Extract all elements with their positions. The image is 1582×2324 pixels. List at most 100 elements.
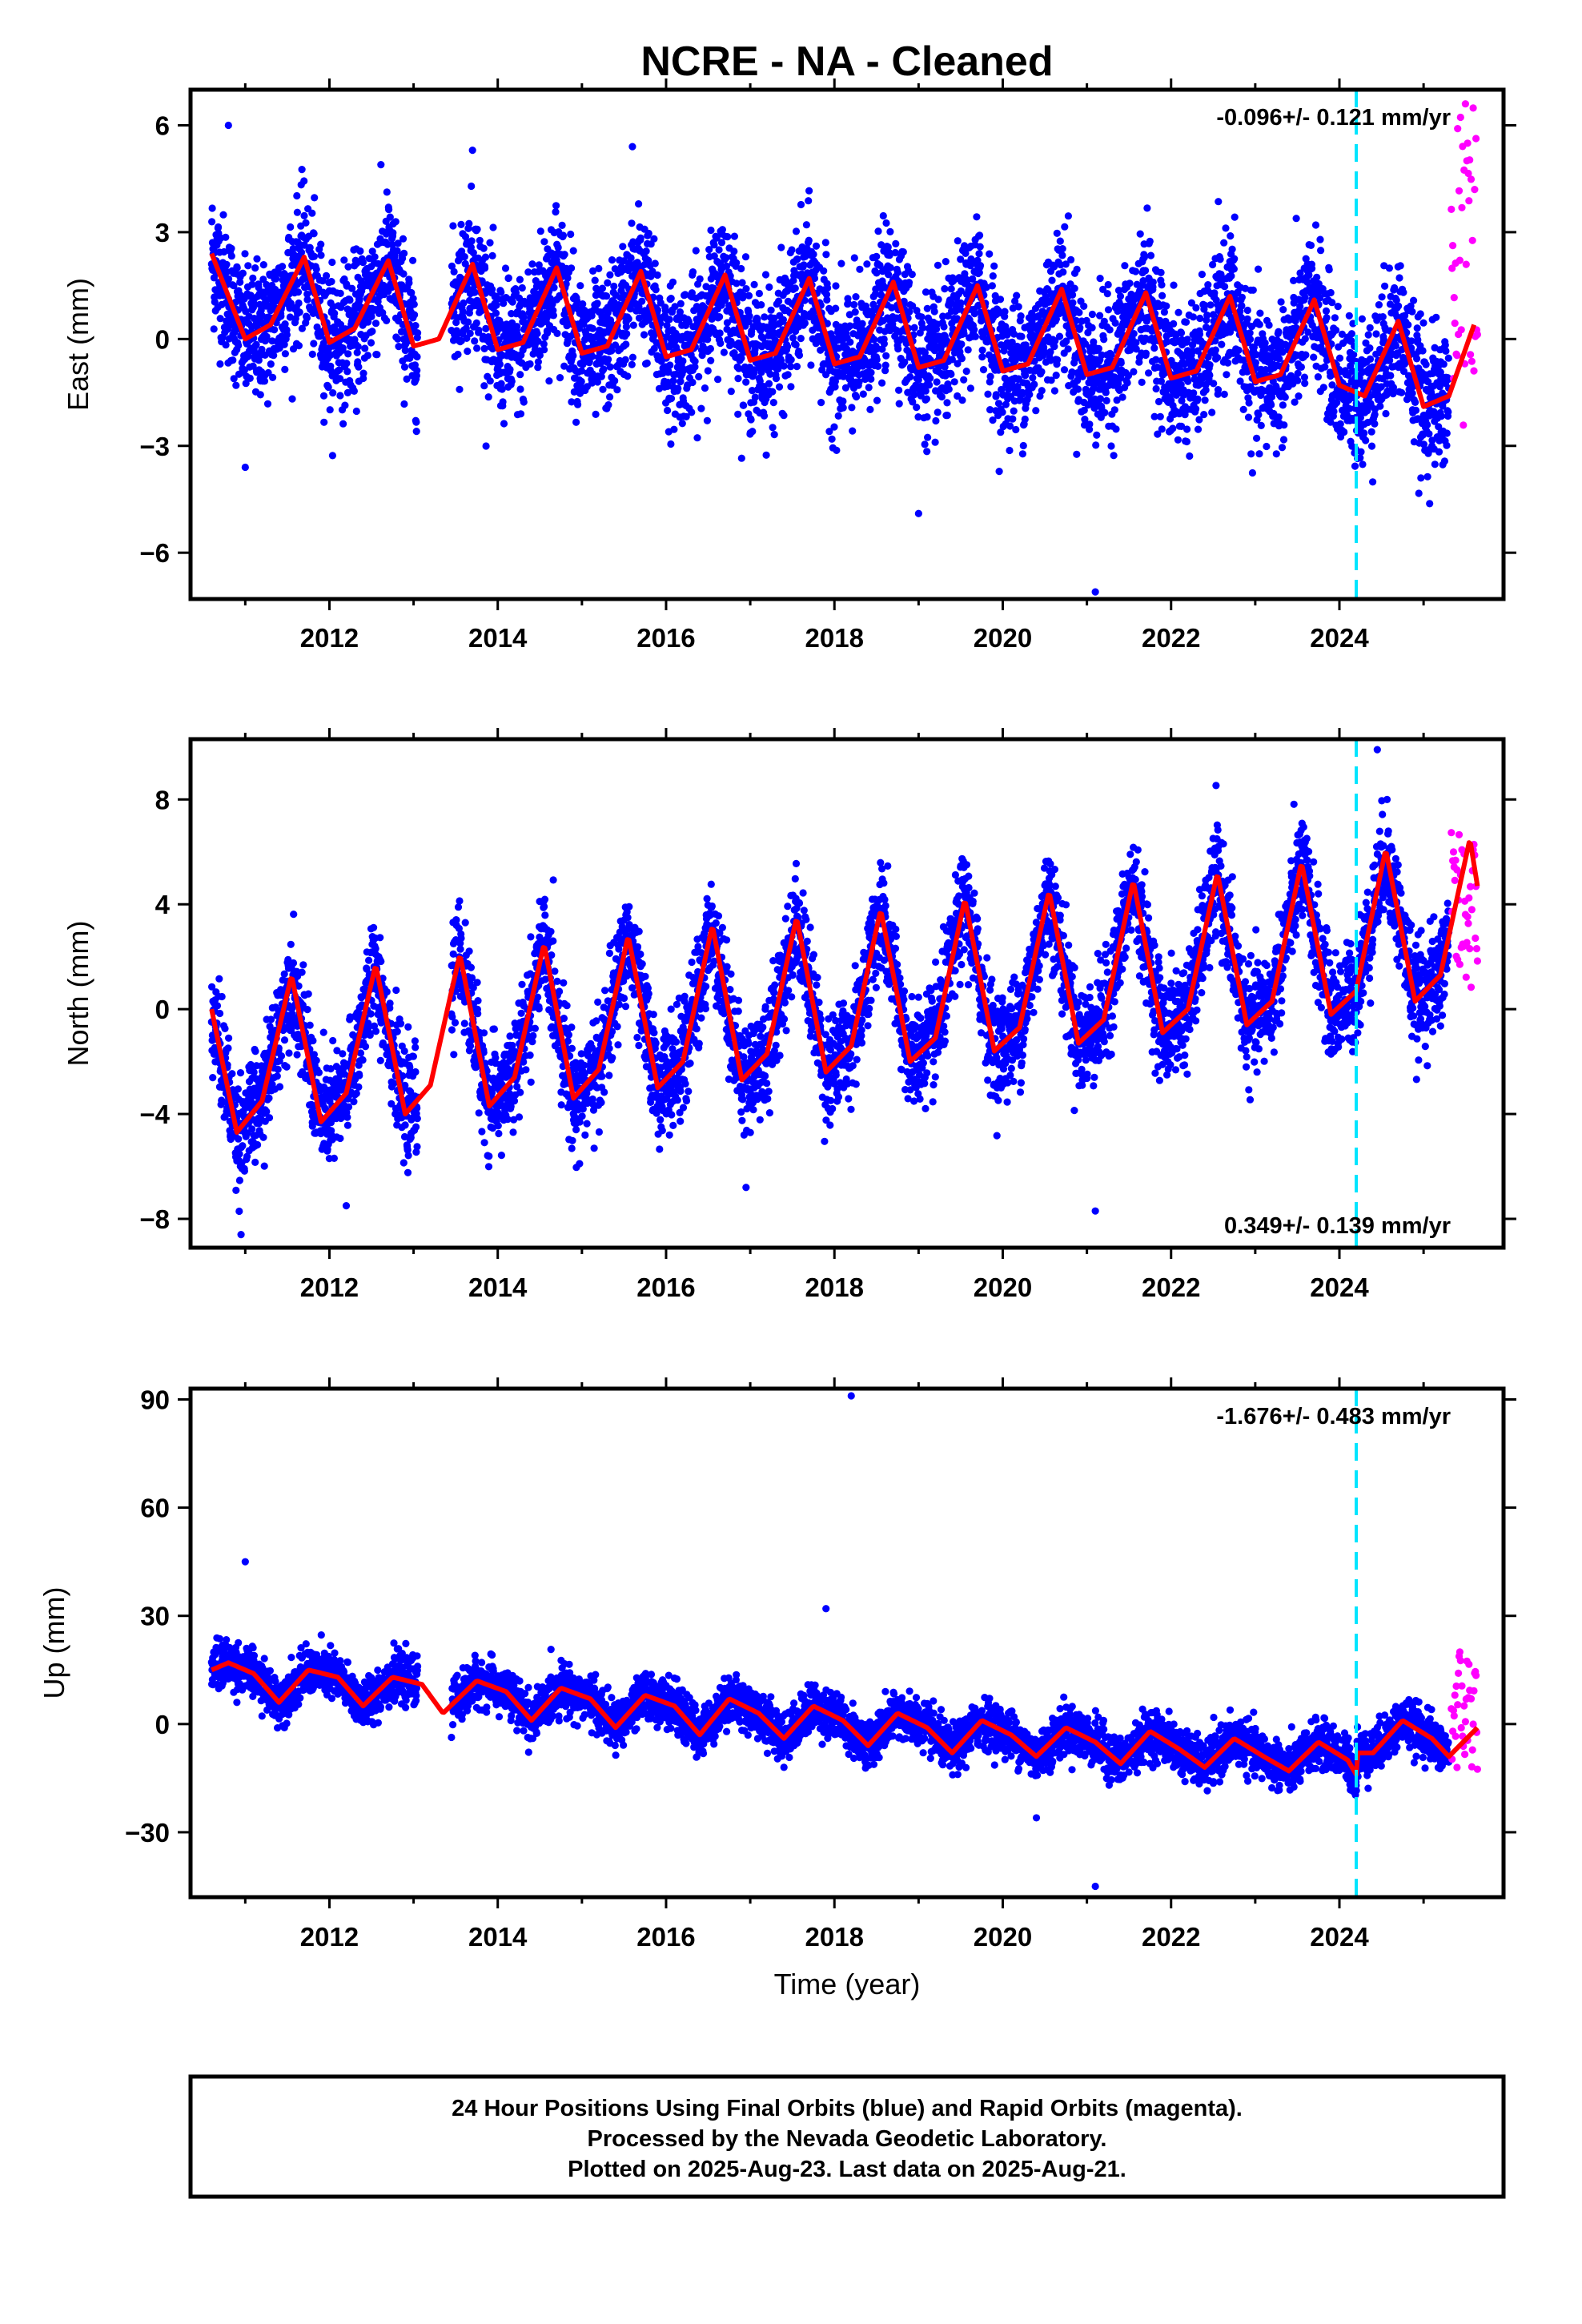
east-final-point (934, 408, 942, 416)
east-final-point (208, 204, 216, 212)
east-final-point (1263, 442, 1271, 451)
east-final-point (1102, 396, 1110, 404)
east-final-point (1140, 253, 1148, 261)
east-final-point (812, 242, 821, 250)
east-final-point (1059, 268, 1067, 276)
east-final-point (1022, 372, 1030, 380)
east-final-point (516, 410, 525, 418)
east-final-point (1317, 247, 1325, 255)
east-final-point (276, 288, 284, 296)
east-final-point (1007, 344, 1015, 352)
east-final-point (486, 239, 494, 247)
east-final-point (751, 393, 759, 401)
east-final-point (457, 220, 465, 228)
east-final-point (619, 243, 627, 251)
east-final-point (978, 346, 986, 354)
east-final-point (724, 233, 732, 241)
east-final-point (1280, 421, 1288, 429)
east-final-point (756, 377, 764, 385)
east-final-point (910, 391, 918, 399)
east-final-point (960, 376, 968, 384)
east-final-point (450, 267, 458, 275)
east-final-point (220, 247, 228, 256)
east-final-point (1210, 380, 1218, 388)
east-final-point (253, 255, 261, 263)
east-final-point (769, 388, 777, 396)
east-final-point (475, 326, 483, 334)
east-final-point (1195, 330, 1204, 338)
east-final-point (534, 337, 542, 345)
east-final-point (962, 249, 970, 257)
east-final-point (1235, 346, 1243, 354)
east-final-point (1048, 276, 1056, 284)
east-final-point (1308, 264, 1316, 272)
east-final-point (852, 293, 860, 301)
east-final-point (793, 363, 801, 371)
east-final-point (1104, 280, 1112, 289)
east-final-point (901, 358, 909, 366)
east-final-point (481, 253, 490, 261)
east-final-point (1268, 392, 1276, 401)
east-final-point (695, 372, 703, 380)
east-final-point (223, 260, 231, 268)
east-final-point (281, 365, 289, 373)
east-final-point (689, 268, 697, 276)
east-final-point (1360, 379, 1368, 387)
east-final-point (568, 398, 576, 406)
east-final-point (742, 378, 750, 386)
east-final-point (1301, 380, 1309, 388)
east-final-point (1356, 454, 1364, 462)
east-final-point (1012, 425, 1020, 434)
east-final-point (831, 383, 839, 391)
east-final-point (295, 299, 303, 308)
east-final-point (1187, 299, 1195, 307)
east-final-point (851, 308, 859, 316)
east-final-point (232, 381, 240, 389)
east-final-point (1029, 374, 1037, 382)
east-final-point (222, 233, 230, 241)
east-final-point (277, 312, 285, 320)
east-final-point (805, 236, 813, 244)
east-final-point (1183, 336, 1191, 344)
east-final-point (914, 413, 922, 421)
east-final-point (536, 227, 544, 235)
east-final-point (886, 263, 894, 271)
east-final-point (650, 235, 658, 243)
east-final-point (569, 247, 577, 255)
east-final-point (824, 283, 832, 292)
east-final-point (1302, 351, 1310, 359)
east-final-point (891, 248, 899, 257)
east-final-point (1371, 420, 1379, 428)
east-final-point (343, 388, 351, 396)
east-final-point (536, 351, 544, 360)
east-final-point (283, 331, 291, 339)
east-final-point (271, 326, 279, 334)
east-final-point (884, 243, 892, 251)
east-final-point (608, 347, 616, 355)
east-final-point (343, 360, 351, 368)
east-final-point (287, 300, 295, 308)
east-final-point (1149, 278, 1157, 286)
east-final-point (664, 378, 672, 386)
east-final-point (923, 448, 931, 456)
east-final-point (488, 251, 496, 259)
east-final-point (677, 300, 685, 308)
east-final-point (1281, 393, 1289, 401)
east-final-point (1088, 310, 1096, 319)
east-final-point (346, 296, 354, 304)
east-final-point (1030, 380, 1038, 388)
east-final-point (1101, 408, 1109, 416)
east-final-point (383, 316, 391, 324)
east-final-point (520, 313, 528, 321)
east-final-point (1253, 434, 1261, 442)
east-final-point (294, 288, 303, 296)
east-final-point (707, 226, 715, 235)
east-final-point (704, 367, 712, 375)
east-final-point (1292, 215, 1300, 223)
east-final-point (558, 221, 566, 229)
east-final-point (1056, 237, 1064, 245)
east-final-point (1238, 314, 1246, 322)
east-final-point (1005, 385, 1013, 393)
east-final-point (669, 278, 677, 286)
east-final-point (930, 308, 938, 316)
